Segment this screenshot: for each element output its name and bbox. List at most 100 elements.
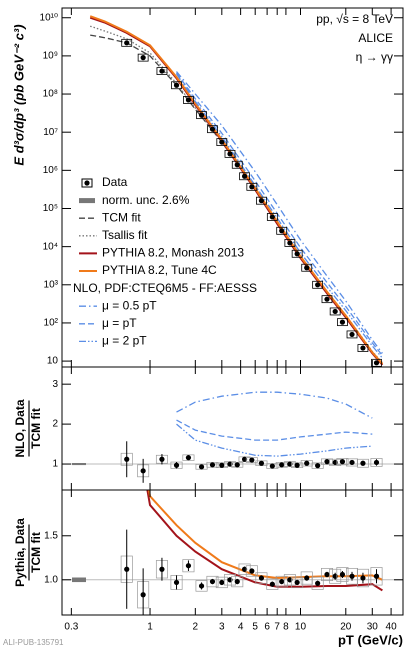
data-point: [269, 463, 275, 469]
sys-box: [283, 574, 296, 586]
data-point: [159, 566, 165, 572]
sys-box: [291, 576, 304, 589]
sys-box: [276, 226, 288, 235]
data-point: [373, 459, 380, 466]
data-point: [185, 97, 192, 103]
data-point: [140, 468, 146, 474]
data-point: [349, 331, 355, 338]
x-tick-label: 8: [283, 622, 289, 633]
y-tick-label: 10⁴: [43, 241, 58, 252]
data-point: [209, 126, 216, 132]
curve: [90, 34, 383, 366]
data-point: [249, 568, 255, 574]
sys-box: [137, 53, 149, 62]
data-point: [140, 592, 146, 598]
data-point: [234, 162, 240, 168]
data-point: [349, 573, 355, 579]
curve: [176, 71, 383, 354]
data-point: [185, 563, 192, 569]
y-tick-label: 1: [52, 459, 58, 470]
x-tick-label: 2: [193, 622, 199, 633]
footer: ALI-PUB-135791: [3, 638, 64, 647]
x-tick-label: 20: [340, 622, 352, 633]
curve: [175, 73, 383, 359]
sys-box: [266, 578, 279, 590]
data-point: [279, 228, 285, 234]
sys-box: [336, 567, 349, 582]
data-point: [339, 571, 346, 578]
data-point: [349, 459, 355, 466]
sys-box: [256, 196, 267, 205]
data-point: [198, 112, 205, 118]
data-point: [324, 459, 330, 465]
legend-label: μ = pT: [102, 316, 137, 330]
y-tick-label: 2: [52, 419, 58, 430]
data-point: [219, 139, 225, 145]
frame: [61, 366, 404, 491]
data-point: [324, 571, 330, 578]
sys-box: [336, 458, 349, 466]
y-tick-label: 3: [52, 379, 58, 390]
legend-label: μ = 2 pT: [102, 334, 147, 348]
data-point: [279, 578, 285, 585]
annotation: ALICE: [358, 31, 393, 45]
sys-box: [301, 263, 313, 272]
curve: [147, 490, 383, 581]
sys-box: [215, 576, 228, 589]
curve: [176, 391, 373, 419]
data-point: [234, 462, 240, 468]
data-point: [173, 579, 180, 586]
sys-box: [171, 81, 182, 90]
data-point: [294, 462, 300, 468]
plot-area: [89, 15, 384, 367]
data-point: [360, 575, 366, 581]
data-point: [294, 579, 300, 586]
sys-box: [311, 462, 324, 469]
sys-box: [182, 454, 195, 461]
curve: [89, 25, 383, 364]
sys-box: [321, 295, 333, 304]
legend-symbol: [79, 198, 95, 204]
data-point: [124, 456, 130, 462]
data-point: [219, 579, 225, 586]
sys-box: [182, 559, 195, 573]
sys-box: [356, 458, 369, 468]
sys-box: [321, 567, 333, 582]
sys-box: [357, 344, 369, 352]
sys-box: [370, 567, 383, 586]
data-point: [198, 464, 205, 470]
sys-box: [371, 358, 382, 367]
data-point: [140, 55, 146, 61]
x-tick-label: 4: [238, 622, 244, 633]
y-axis-label: TCM fit: [29, 532, 43, 573]
y-axis-label: NLO, Data: [13, 399, 27, 457]
data-point: [315, 580, 321, 586]
x-tick-label: 6: [264, 622, 270, 633]
data-point: [304, 265, 310, 271]
sys-box: [207, 125, 218, 134]
sys-box: [231, 160, 243, 169]
sys-box: [337, 318, 348, 327]
legend-label: PYTHIA 8.2, Tune 4C: [102, 263, 217, 277]
curve: [175, 72, 383, 356]
data-point: [227, 151, 233, 157]
data-point: [219, 462, 225, 468]
legend-label: Data: [102, 175, 128, 189]
legend-label: PYTHIA 8.2, Monash 2013: [102, 246, 244, 260]
data-point: [373, 573, 380, 579]
x-axis-label: pT (GeV/c): [338, 632, 403, 647]
sys-box: [266, 213, 278, 221]
sys-box: [311, 576, 324, 590]
data-point: [269, 214, 275, 220]
data-point: [258, 460, 265, 466]
data-point: [269, 581, 275, 587]
y-tick-label: 1.0: [44, 574, 58, 585]
annotation: η → γγ: [356, 50, 393, 64]
sys-box: [284, 239, 296, 247]
sys-box: [224, 149, 236, 158]
y-axis-label: TCM fit: [29, 408, 43, 449]
y-tick-label: 10³: [44, 279, 59, 290]
data-point: [360, 460, 366, 466]
